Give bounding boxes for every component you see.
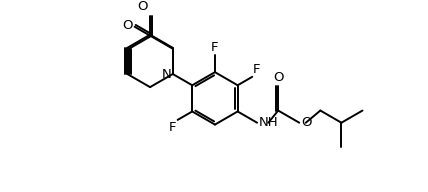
- Text: O: O: [273, 71, 283, 84]
- Text: O: O: [137, 0, 148, 13]
- Text: O: O: [301, 116, 312, 129]
- Text: N: N: [162, 68, 172, 80]
- Text: NH: NH: [259, 116, 279, 129]
- Text: F: F: [211, 41, 219, 54]
- Text: O: O: [122, 19, 133, 32]
- Text: F: F: [253, 63, 261, 76]
- Text: F: F: [169, 121, 177, 134]
